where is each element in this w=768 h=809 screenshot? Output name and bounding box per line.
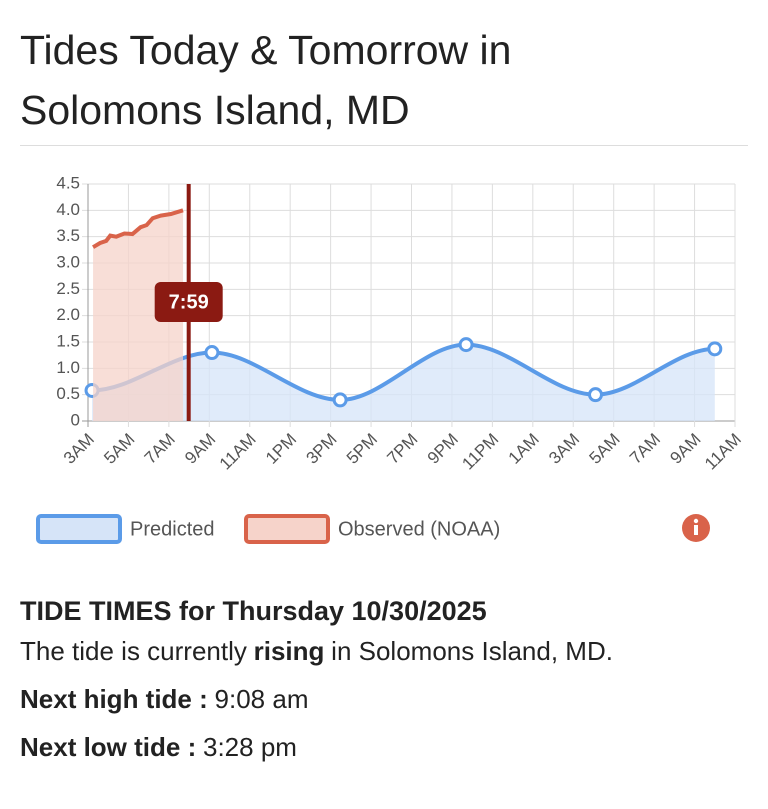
x-tick-label: 11PM [458, 430, 502, 474]
line [92, 208, 184, 249]
tide-info: TIDE TIMES for Thursday 10/30/2025 The t… [20, 596, 613, 780]
point [332, 392, 348, 408]
now-label: 7:59 [169, 291, 209, 313]
y-tick-label: 4.5 [56, 173, 80, 192]
y-tick-label: 0 [71, 410, 80, 429]
tide-heading: TIDE TIMES for Thursday 10/30/2025 [20, 596, 487, 626]
x-tick-label: 5PM [343, 430, 381, 468]
x-tick-label: 5AM [100, 430, 138, 468]
x-tick-label: 3AM [545, 430, 583, 468]
divider [20, 145, 748, 146]
point [587, 387, 603, 403]
x-tick-label: 7PM [383, 430, 421, 468]
label: Next low tide : [20, 732, 197, 762]
tide-status: The tide is currently rising in Solomons I… [20, 636, 613, 684]
x-tick-label: 3AM [60, 430, 98, 468]
x-tick-label: 3PM [302, 430, 340, 468]
y-tick-label: 0.5 [56, 384, 80, 403]
line [92, 342, 715, 402]
legend-swatch [244, 514, 330, 544]
x-tick-label: 7AM [626, 430, 664, 468]
label: Next high tide : [20, 684, 208, 714]
status-text: in Solomons Island, MD. [331, 636, 613, 666]
next-low: Next low tide :3:28 pm [20, 732, 613, 780]
legend-label[interactable]: Predicted [130, 518, 215, 540]
legend-swatch [36, 514, 122, 544]
area [93, 210, 184, 421]
point [458, 337, 474, 353]
x-tick-label: 11AM [701, 430, 745, 474]
y-tick-label: 3.0 [56, 252, 80, 271]
status-text: The tide is currently [20, 636, 247, 666]
point [204, 345, 220, 361]
point [707, 341, 723, 357]
x-tick-label: 9AM [666, 430, 704, 468]
next-high: Next high tide :9:08 am [20, 684, 613, 732]
x-tick-label: 9PM [424, 430, 462, 468]
now-tooltip [154, 282, 223, 322]
x-tick-label: 1AM [505, 430, 543, 468]
y-tick-label: 1.0 [56, 358, 80, 377]
y-tick-label: 2.5 [56, 279, 80, 298]
x-tick-label: 7AM [141, 430, 179, 468]
y-tick-label: 3.5 [56, 226, 80, 245]
tide-chart: Predicted Observed (NOAA) 0 0.5 1.0 1.5 2.0 2… [36, 173, 745, 544]
x-tick-label: 11AM [216, 430, 260, 474]
page-title: Tides Today & Tomorrow in Solomons Islan… [20, 27, 512, 133]
x-tick-label: 1PM [262, 430, 300, 468]
y-tick-label: 4.0 [56, 200, 80, 219]
x-tick-label: 5AM [586, 430, 624, 468]
time: 9:08 am [214, 684, 309, 714]
legend-label[interactable]: Observed (NOAA) [338, 518, 500, 540]
y-tick-label: 2.0 [56, 305, 80, 324]
status-state: rising [253, 636, 325, 666]
info-icon[interactable] [682, 514, 710, 542]
time: 3:28 pm [203, 732, 297, 762]
y-tick-label: 1.5 [56, 331, 80, 350]
x-tick-label: 9AM [181, 430, 219, 468]
